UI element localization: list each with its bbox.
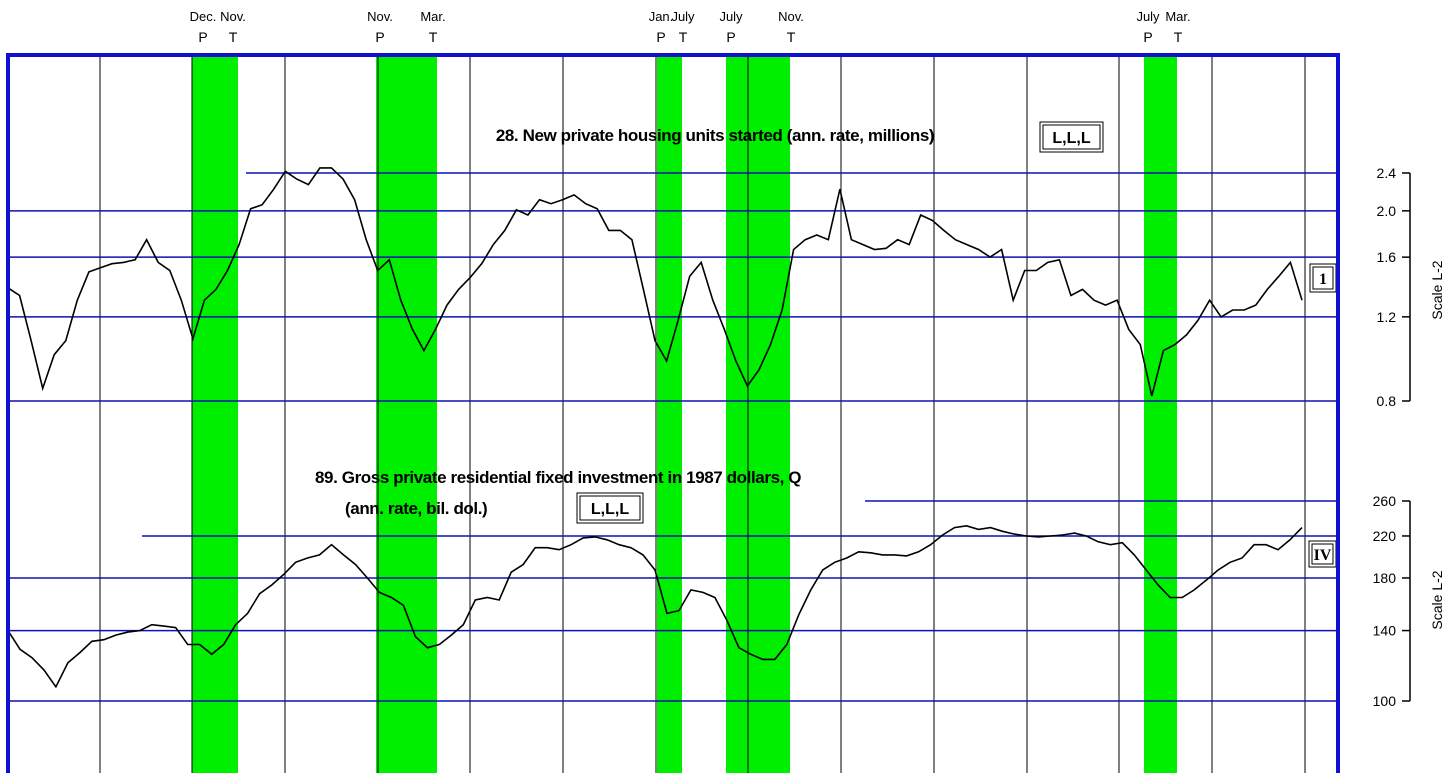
peak-month: July (719, 9, 743, 24)
peak-label: P (656, 29, 665, 45)
panel-label: IV (1314, 547, 1332, 564)
panel-box (1309, 263, 1337, 293)
peak-label: P (375, 29, 384, 45)
recession-band (657, 55, 682, 773)
rating-box-inner (579, 495, 641, 521)
y-tick-label: 0.8 (1377, 393, 1397, 409)
panel-box-inner (1312, 266, 1334, 290)
chart-title: 89. Gross private residential fixed inve… (315, 468, 801, 487)
y-tick-label: 2.4 (1377, 165, 1397, 181)
trough-label: T (229, 29, 238, 45)
trough-label: T (429, 29, 438, 45)
y-tick-label: 220 (1373, 528, 1397, 544)
y-tick-label: 1.6 (1377, 249, 1397, 265)
y-tick-label: 100 (1373, 693, 1397, 709)
y-tick-label: 180 (1373, 570, 1397, 586)
panel-box (1308, 540, 1337, 568)
y-tick-label: 1.2 (1377, 309, 1397, 325)
peak-label: P (1143, 29, 1152, 45)
y-axis-label: Scale L-2 (1429, 570, 1445, 629)
series-line (7, 524, 1303, 689)
trough-month: July (671, 9, 695, 24)
peak-month: Dec. (190, 9, 217, 24)
y-tick-label: 2.0 (1377, 203, 1397, 219)
peak-month: Nov. (367, 9, 393, 24)
y-tick-label: 260 (1373, 493, 1397, 509)
rating-label: L,L,L (1052, 130, 1090, 147)
y-tick-label: 140 (1373, 623, 1397, 639)
panel-label: 1 (1319, 271, 1327, 288)
rating-label: L,L,L (591, 501, 629, 518)
peak-month: Jan. (649, 9, 674, 24)
trough-month: Nov. (220, 9, 246, 24)
chart-title: 28. New private housing units started (a… (496, 126, 934, 145)
panel-box-inner (1311, 543, 1334, 565)
chart-subtitle: (ann. rate, bil. dol.) (345, 499, 487, 518)
rating-box-inner (1042, 124, 1101, 150)
trough-label: T (787, 29, 796, 45)
recession-band (726, 55, 790, 773)
trough-month: Mar. (420, 9, 445, 24)
rating-box (576, 492, 644, 524)
trough-label: T (679, 29, 688, 45)
recession-band (376, 55, 437, 773)
peak-label: P (726, 29, 735, 45)
peak-label: P (198, 29, 207, 45)
series-line (7, 167, 1303, 397)
frame (6, 53, 1340, 773)
y-axis-label: Scale L-2 (1429, 260, 1445, 319)
recession-band (1144, 55, 1177, 773)
recession-band (192, 55, 238, 773)
trough-month: Mar. (1165, 9, 1190, 24)
trough-month: Nov. (778, 9, 804, 24)
rating-box (1039, 121, 1104, 153)
peak-month: July (1136, 9, 1160, 24)
trough-label: T (1174, 29, 1183, 45)
